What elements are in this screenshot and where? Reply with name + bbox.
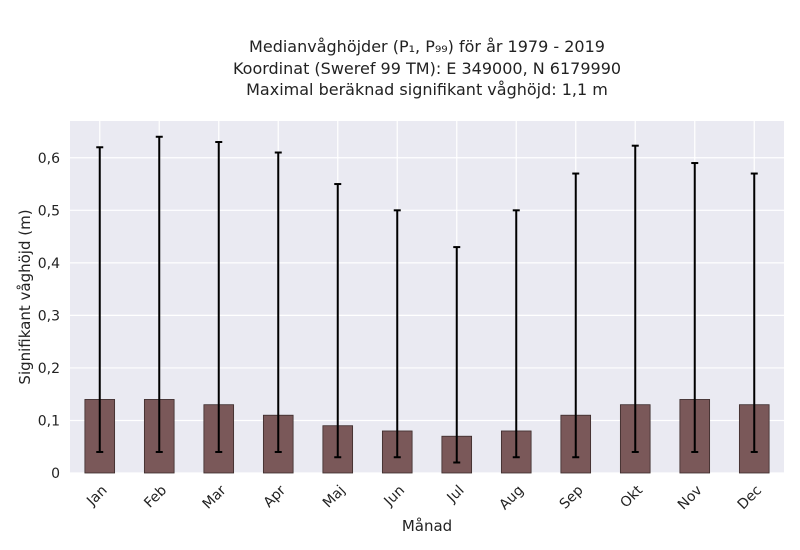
x-tick-label: Jul [444, 483, 468, 507]
y-tick-label: 0,1 [38, 413, 60, 429]
x-tick-label: Okt [617, 482, 646, 511]
y-tick-label: 0,3 [38, 308, 60, 324]
chart-title-line-2: Koordinat (Sweref 99 TM): E 349000, N 61… [233, 59, 621, 78]
x-tick-label: Aug [496, 483, 527, 514]
y-tick-label: 0,2 [38, 361, 60, 377]
y-axis-label: Signifikant våghöjd (m) [16, 209, 34, 384]
x-tick-label: Jan [83, 483, 110, 510]
chart-title-line-1: Medianvåghöjder (P₁, P₉₉) för år 1979 - … [249, 37, 605, 56]
plot-area: 0 0,1 0,2 0,3 0,4 0,5 0,6 Jan Feb Mar Apr Maj Jun Jul… [38, 121, 784, 513]
x-tick-label: Mar [200, 482, 230, 512]
plot-background [70, 121, 784, 473]
y-tick-label: 0,6 [38, 151, 60, 167]
y-tick-label: 0,4 [38, 256, 60, 272]
y-tick-label: 0,5 [38, 203, 60, 219]
x-tick-label: Nov [675, 483, 706, 514]
x-tick-label: Apr [261, 482, 290, 511]
x-tick-label: Dec [735, 483, 765, 513]
x-tick-label: Feb [141, 482, 170, 511]
x-tick-label: Jun [381, 483, 408, 510]
y-tick-label: 0 [51, 466, 60, 482]
chart-title-line-3: Maximal beräknad signifikant våghöjd: 1,… [246, 80, 608, 99]
x-tick-label: Maj [320, 483, 349, 512]
x-axis-label: Månad [402, 517, 452, 535]
x-tick-label: Sep [557, 482, 587, 512]
